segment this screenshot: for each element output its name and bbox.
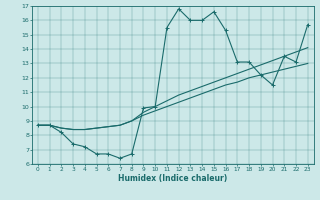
X-axis label: Humidex (Indice chaleur): Humidex (Indice chaleur)	[118, 174, 228, 183]
